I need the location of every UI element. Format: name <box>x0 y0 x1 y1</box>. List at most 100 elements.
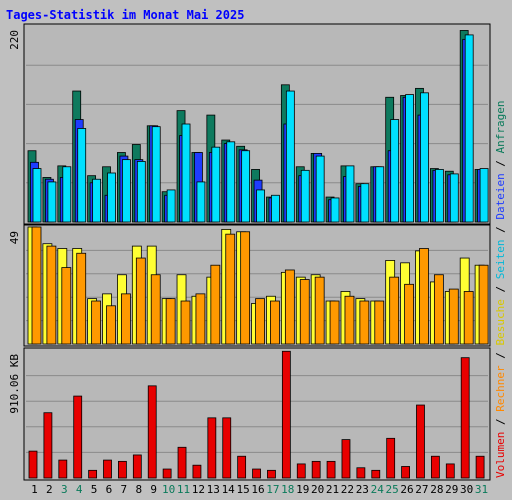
x-tick-label-day-27: 27 <box>415 483 428 496</box>
bar-seiten-day-23 <box>360 183 370 223</box>
bar-seiten-day-2 <box>47 181 57 223</box>
bar-seiten-day-9 <box>151 126 161 223</box>
x-tick-label-day-17: 17 <box>266 483 279 496</box>
side-legend-part: / <box>494 412 507 432</box>
bar-rechner-day-30 <box>463 291 474 345</box>
bar-rechner-day-14 <box>225 233 236 345</box>
bar-seiten-day-31 <box>479 168 489 223</box>
bar-rechner-day-2 <box>46 245 57 345</box>
x-tick-label-day-22: 22 <box>341 483 354 496</box>
bar-rechner-day-10 <box>165 298 176 345</box>
bar-seiten-day-11 <box>181 123 191 223</box>
bar-rechner-day-31 <box>478 264 489 345</box>
bar-seiten-day-10 <box>166 189 176 223</box>
bar-volumen-day-20 <box>311 460 321 479</box>
bar-volumen-day-7 <box>118 460 127 479</box>
bar-seiten-day-15 <box>241 150 251 223</box>
x-tick-label-day-1: 1 <box>31 483 38 496</box>
x-tick-label-day-8: 8 <box>135 483 142 496</box>
bar-seiten-day-7 <box>122 159 131 223</box>
x-tick-label-day-30: 30 <box>460 483 473 496</box>
bar-seiten-day-16 <box>256 189 265 223</box>
bar-volumen-day-27 <box>416 404 425 479</box>
x-tick-label-day-21: 21 <box>326 483 339 496</box>
bar-rechner-day-16 <box>255 298 265 345</box>
bar-volumen-day-15 <box>237 455 247 479</box>
bar-rechner-day-24 <box>374 300 385 345</box>
bar-rechner-day-18 <box>284 269 295 345</box>
bar-volumen-day-4 <box>73 395 83 479</box>
bar-seiten-day-4 <box>77 128 87 223</box>
x-tick-label-day-24: 24 <box>371 483 385 496</box>
bar-seiten-day-25 <box>390 119 400 223</box>
x-tick-label-day-18: 18 <box>281 483 294 496</box>
x-tick-label-day-12: 12 <box>192 483 205 496</box>
bar-volumen-day-9 <box>147 385 157 479</box>
x-tick-label-day-10: 10 <box>162 483 175 496</box>
bar-seiten-day-1 <box>32 168 42 223</box>
bar-rechner-day-19 <box>299 279 310 345</box>
bar-volumen-day-21 <box>326 460 336 479</box>
bar-seiten-day-24 <box>375 166 385 223</box>
bar-seiten-day-30 <box>464 34 474 223</box>
bar-rechner-day-21 <box>329 300 340 345</box>
bar-rechner-day-15 <box>240 231 251 345</box>
bar-volumen-day-1 <box>28 450 38 479</box>
x-tick-label-day-6: 6 <box>106 483 113 496</box>
x-tick-label-day-3: 3 <box>61 483 68 496</box>
bar-volumen-day-24 <box>371 469 381 479</box>
x-tick-label-day-15: 15 <box>236 483 249 496</box>
bar-rechner-day-20 <box>314 276 325 345</box>
side-legend-part: Dateien <box>494 173 507 219</box>
bar-rechner-day-7 <box>121 293 131 345</box>
side-legend: Volumen / Rechner / Besuche / Seiten / D… <box>494 100 507 478</box>
bar-rechner-day-1 <box>31 226 42 345</box>
x-tick-label-day-14: 14 <box>222 483 236 496</box>
bar-volumen-day-2 <box>43 412 53 479</box>
chart-title: Tages-Statistik im Monat Mai 2025 <box>6 8 244 22</box>
x-tick-label-day-16: 16 <box>251 483 264 496</box>
bar-volumen-day-3 <box>58 459 68 479</box>
bar-volumen-day-18 <box>281 350 291 479</box>
side-legend-part: / <box>494 220 507 240</box>
side-legend-part: / <box>494 153 507 173</box>
bar-rechner-day-26 <box>404 283 414 345</box>
bar-volumen-day-6 <box>103 459 112 479</box>
side-legend-part: / <box>494 346 507 366</box>
bar-rechner-day-5 <box>91 300 102 345</box>
bar-seiten-day-3 <box>62 166 72 223</box>
bar-volumen-day-23 <box>356 467 366 479</box>
bar-rechner-day-6 <box>106 305 116 345</box>
bar-volumen-day-14 <box>222 417 232 479</box>
x-tick-label-day-23: 23 <box>356 483 369 496</box>
side-legend-part: Volumen <box>494 432 507 478</box>
x-tick-label-day-19: 19 <box>296 483 309 496</box>
bar-volumen-day-25 <box>386 437 396 479</box>
bar-seiten-day-20 <box>315 155 325 223</box>
x-tick-label-day-2: 2 <box>46 483 53 496</box>
bar-rechner-day-23 <box>359 300 370 345</box>
bar-volumen-day-16 <box>252 468 261 479</box>
bar-seiten-day-5 <box>92 178 102 223</box>
bar-volumen-day-17 <box>267 469 276 479</box>
bar-seiten-day-22 <box>345 165 355 223</box>
x-tick-label-day-9: 9 <box>150 483 157 496</box>
bar-seiten-day-6 <box>107 172 116 223</box>
bar-volumen-day-10 <box>162 468 172 479</box>
x-tick-label-day-5: 5 <box>91 483 98 496</box>
bar-rechner-day-4 <box>76 252 87 345</box>
x-tick-label-day-31: 31 <box>475 483 488 496</box>
bar-volumen-day-22 <box>341 439 351 479</box>
bar-rechner-day-29 <box>448 288 459 345</box>
bar-volumen-day-26 <box>401 466 410 479</box>
side-legend-part: / <box>494 279 507 299</box>
panel-frame-volume <box>23 347 491 481</box>
bar-seiten-day-18 <box>285 90 295 223</box>
bar-rechner-day-22 <box>344 295 355 345</box>
x-tick-label-day-26: 26 <box>400 483 413 496</box>
bar-volumen-day-31 <box>475 455 485 479</box>
bar-seiten-day-26 <box>405 94 414 223</box>
bar-seiten-day-19 <box>300 169 310 223</box>
